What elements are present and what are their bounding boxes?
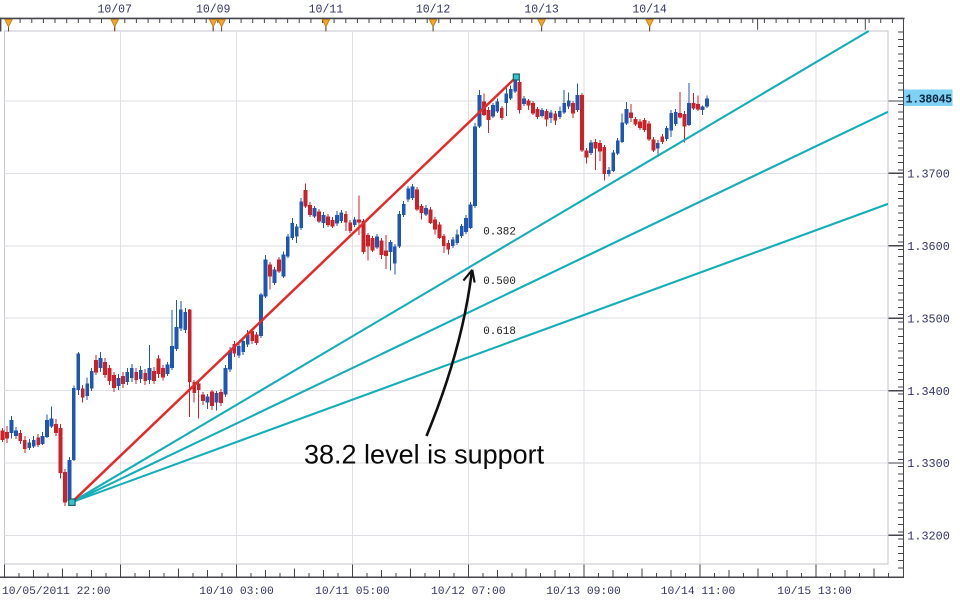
svg-text:0.500: 0.500 <box>483 276 516 288</box>
svg-text:1.3400: 1.3400 <box>907 385 949 399</box>
svg-text:1.3600: 1.3600 <box>907 240 949 254</box>
svg-text:1.3200: 1.3200 <box>907 530 949 544</box>
svg-text:10/10 03:00: 10/10 03:00 <box>199 586 274 598</box>
svg-text:10/15 13:00: 10/15 13:00 <box>777 586 852 598</box>
svg-text:0.382: 0.382 <box>483 227 516 239</box>
svg-text:0.618: 0.618 <box>483 326 516 338</box>
svg-text:10/13: 10/13 <box>524 3 559 16</box>
svg-text:10/11: 10/11 <box>309 3 344 16</box>
svg-text:10/14: 10/14 <box>632 3 667 16</box>
svg-text:1.3700: 1.3700 <box>907 168 949 182</box>
svg-text:10/05/2011 22:00: 10/05/2011 22:00 <box>2 586 111 598</box>
svg-text:10/09: 10/09 <box>196 3 231 16</box>
svg-text:10/13 09:00: 10/13 09:00 <box>546 586 621 598</box>
svg-text:1.3500: 1.3500 <box>907 312 949 326</box>
svg-text:1.38045: 1.38045 <box>906 93 953 106</box>
svg-text:38.2 level is support: 38.2 level is support <box>304 439 545 469</box>
svg-text:10/07: 10/07 <box>97 3 132 16</box>
svg-text:1.3300: 1.3300 <box>907 457 949 471</box>
svg-text:10/11 05:00: 10/11 05:00 <box>315 586 390 598</box>
svg-text:10/14 11:00: 10/14 11:00 <box>661 586 736 598</box>
svg-text:10/12: 10/12 <box>416 3 451 16</box>
svg-text:10/12 07:00: 10/12 07:00 <box>431 586 506 598</box>
